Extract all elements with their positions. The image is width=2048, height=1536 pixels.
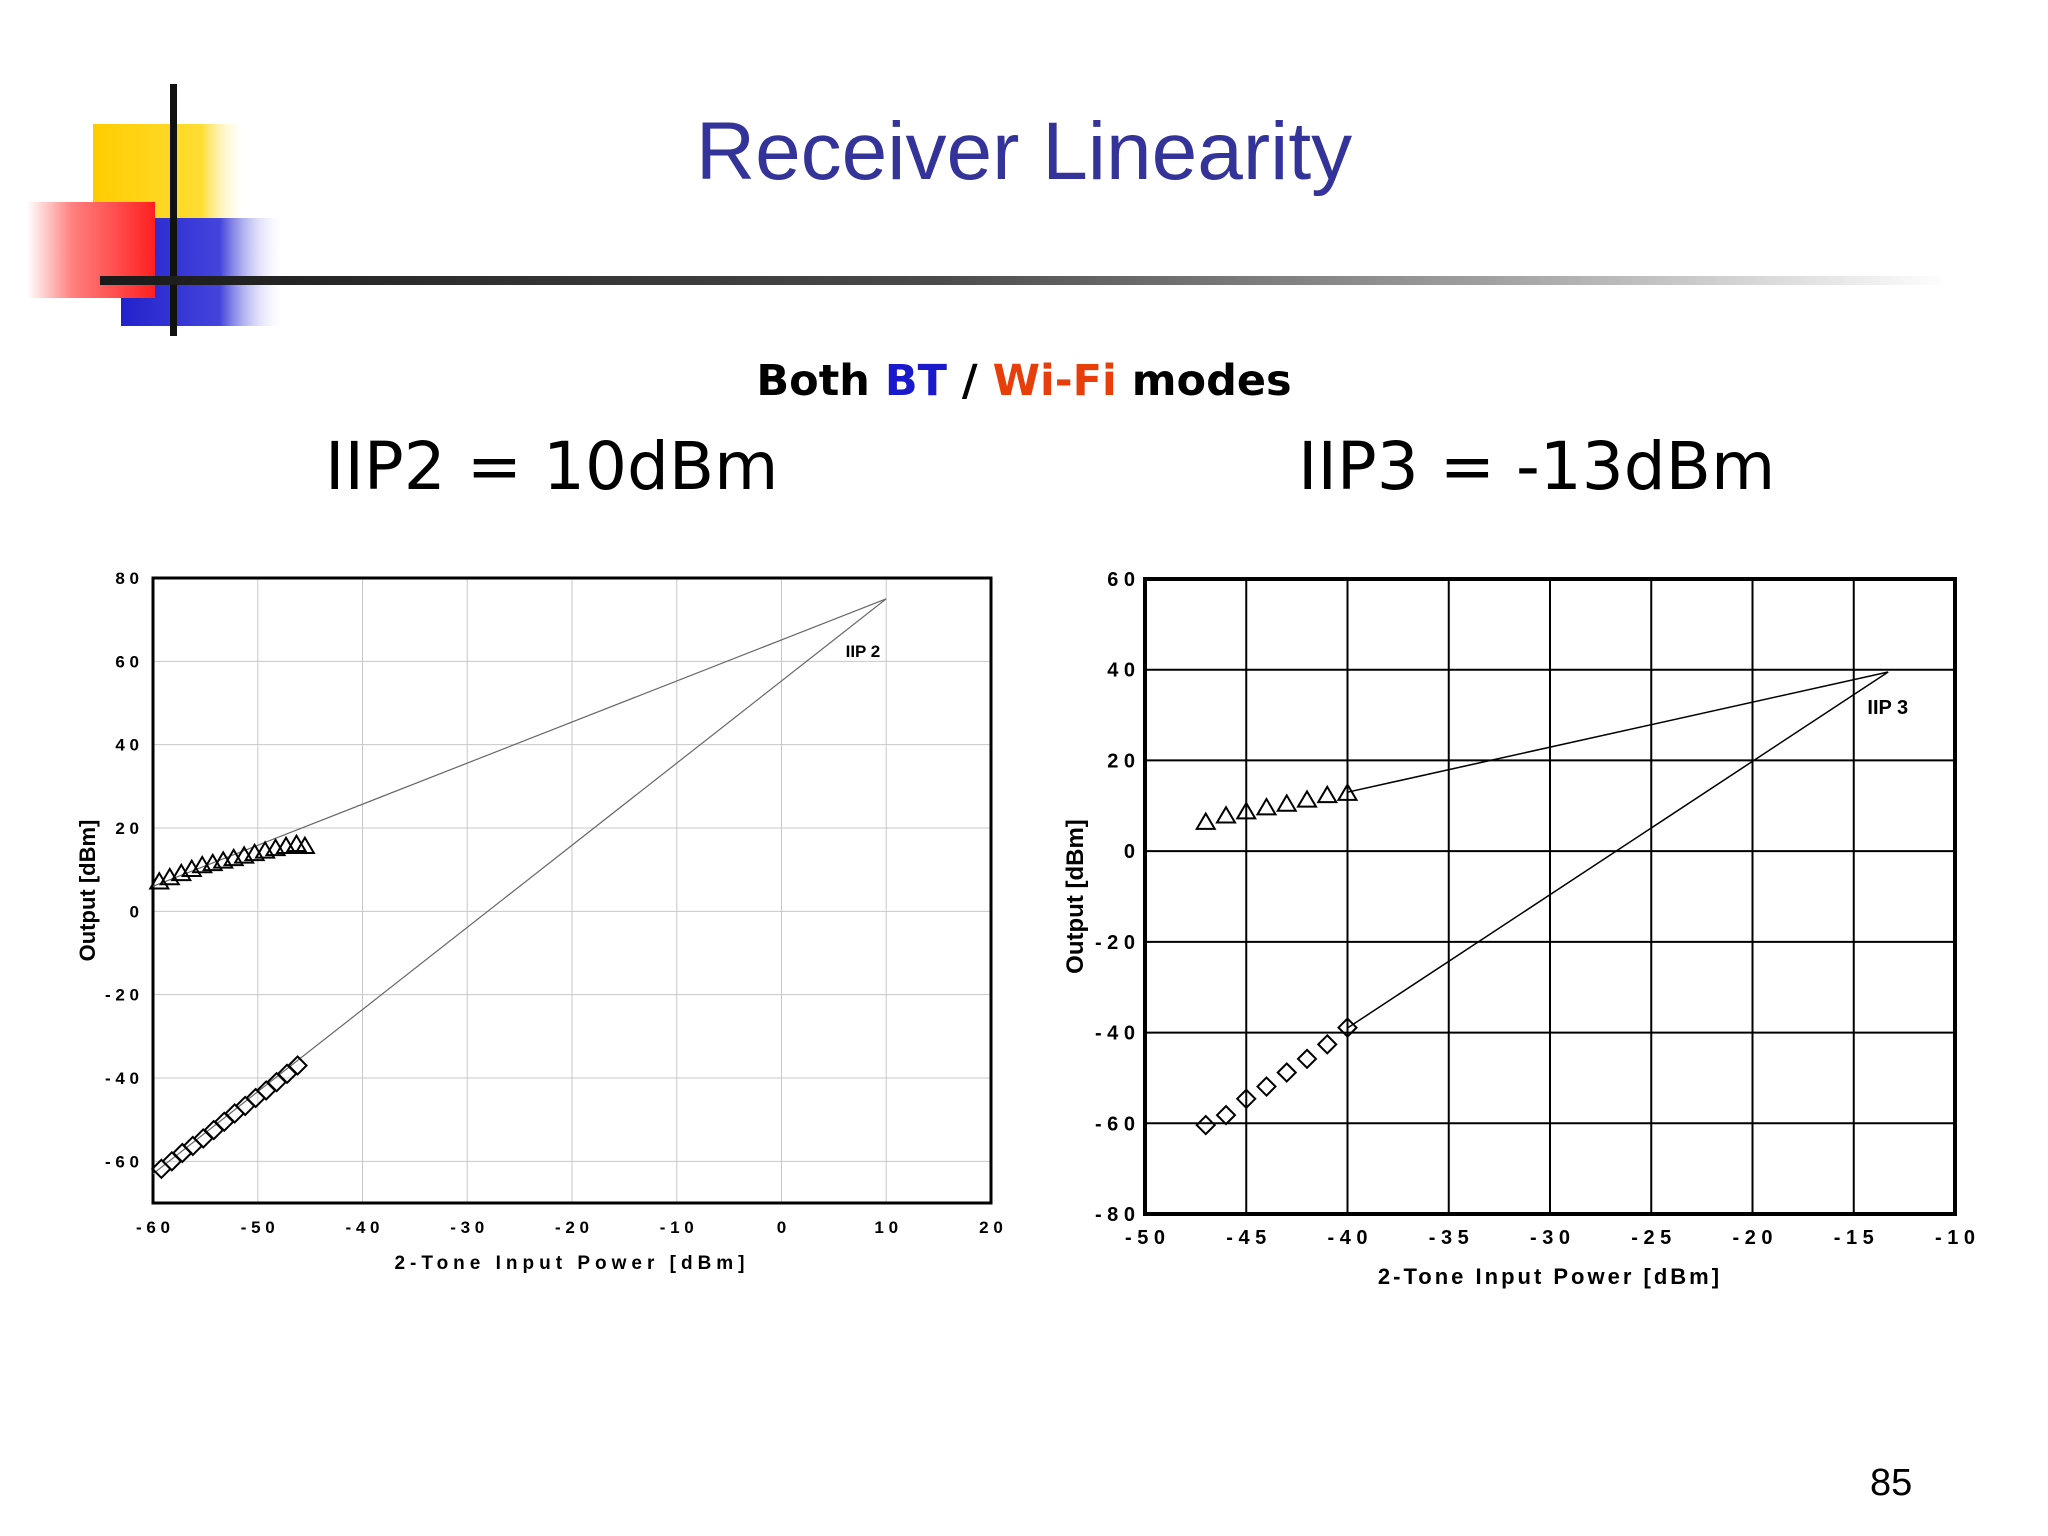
triangle-marker [1336, 782, 1359, 801]
y-tick-label: 4 0 [1107, 660, 1135, 682]
y-tick-label: 8 0 [115, 569, 139, 588]
x-tick-label: - 2 5 [1631, 1227, 1671, 1249]
y-tick-label: 0 [130, 902, 139, 921]
diamond-marker [1195, 1114, 1217, 1136]
fit-line [1347, 671, 1889, 1029]
subtitle-separator: / [946, 356, 993, 406]
y-tick-label: - 4 0 [105, 1069, 139, 1088]
y-tick-label: 2 0 [115, 819, 139, 838]
diamond-marker [1296, 1048, 1318, 1070]
slide-title: Receiver Linearity [695, 106, 1353, 197]
x-tick-label: - 2 0 [555, 1218, 589, 1237]
x-axis-label: 2-Tone Input Power [dBm] [1378, 1264, 1722, 1289]
x-axis-label: 2-Tone Input Power [dBm] [394, 1253, 749, 1274]
plot-frame [151, 576, 993, 1205]
y-axis-label: Output [dBm] [1062, 819, 1089, 974]
y-tick-label: - 6 0 [105, 1152, 139, 1171]
triangle-marker [294, 835, 316, 855]
triangle-marker [1215, 805, 1237, 824]
triangle-marker [1276, 793, 1298, 812]
y-tick-label: - 4 0 [1095, 1023, 1135, 1045]
y-tick-label: - 8 0 [1095, 1204, 1135, 1226]
x-tick-label: - 3 0 [450, 1218, 484, 1237]
subtitle-text-1: Both [756, 356, 885, 406]
y-tick-label: 6 0 [1107, 569, 1135, 591]
fit-line [1347, 671, 1889, 793]
diamond-marker [1316, 1033, 1338, 1055]
slide-logo [27, 84, 286, 336]
iip-annotation: IIP 2 [846, 642, 881, 661]
x-tick-label: - 1 0 [660, 1218, 694, 1237]
diamond-marker [1337, 1017, 1358, 1038]
y-axis-label: Output [dBm] [75, 820, 100, 962]
page-number: 85 [1870, 1462, 1913, 1504]
x-tick-label: - 5 0 [241, 1218, 275, 1237]
subtitle: Both BT / Wi-Fi modes [0, 356, 2048, 406]
x-tick-label: 2 0 [979, 1218, 1003, 1237]
diamond-marker [1256, 1076, 1277, 1097]
diamond-marker [1215, 1104, 1237, 1126]
x-tick-label: - 6 0 [136, 1218, 170, 1237]
diamond-marker [1276, 1062, 1298, 1083]
y-tick-label: 0 [1124, 841, 1135, 863]
triangle-marker [1316, 784, 1338, 804]
fit-line [152, 598, 887, 1175]
x-tick-label: - 1 5 [1834, 1227, 1874, 1249]
x-tick-label: - 4 0 [345, 1218, 379, 1237]
x-tick-label: - 1 0 [1935, 1227, 1975, 1249]
x-tick-label: 1 0 [874, 1218, 898, 1237]
triangle-marker [1296, 789, 1318, 808]
subtitle-text-2: modes [1116, 356, 1292, 406]
iip2-label: IIP2 = 10dBm [325, 428, 779, 505]
x-tick-label: - 5 0 [1125, 1227, 1165, 1249]
x-tick-label: - 3 0 [1530, 1227, 1570, 1249]
triangle-marker [1235, 801, 1257, 820]
iip3-chart: - 5 0 - 4 5 - 4 0 - 3 5 - 3 0 - 2 5 - 2 0 - 1 5… [1062, 569, 1975, 1289]
iip-annotation: IIP 3 [1867, 697, 1908, 719]
x-tick-label: 0 [777, 1218, 786, 1237]
y-tick-label: 6 0 [115, 652, 139, 671]
x-tick-label: - 3 5 [1429, 1227, 1469, 1249]
iip3-label: IIP3 = -13dBm [1298, 428, 1776, 505]
plot-frame [1143, 577, 1957, 1216]
diamond-marker [1235, 1088, 1257, 1110]
triangle-marker [1195, 811, 1217, 830]
fit-line [152, 598, 887, 887]
diamond-marker [287, 1055, 308, 1076]
y-tick-label: - 6 0 [1095, 1113, 1135, 1135]
x-tick-label: - 4 5 [1226, 1227, 1266, 1249]
subtitle-wifi: Wi-Fi [992, 356, 1117, 406]
iip2-chart: - 6 0 - 5 0 - 4 0 - 3 0 - 2 0 - 1 0 0 1 0 2 0 8 0… [75, 569, 1003, 1274]
y-tick-label: 2 0 [1107, 750, 1135, 772]
y-tick-label: 4 0 [115, 736, 139, 755]
y-tick-label: - 2 0 [1095, 932, 1135, 954]
title-rule [100, 276, 1950, 285]
x-tick-label: - 4 0 [1327, 1227, 1367, 1249]
x-tick-label: - 2 0 [1732, 1227, 1772, 1249]
y-tick-label: - 2 0 [105, 986, 139, 1005]
subtitle-bt: BT [884, 356, 947, 406]
triangle-marker [1255, 797, 1278, 816]
